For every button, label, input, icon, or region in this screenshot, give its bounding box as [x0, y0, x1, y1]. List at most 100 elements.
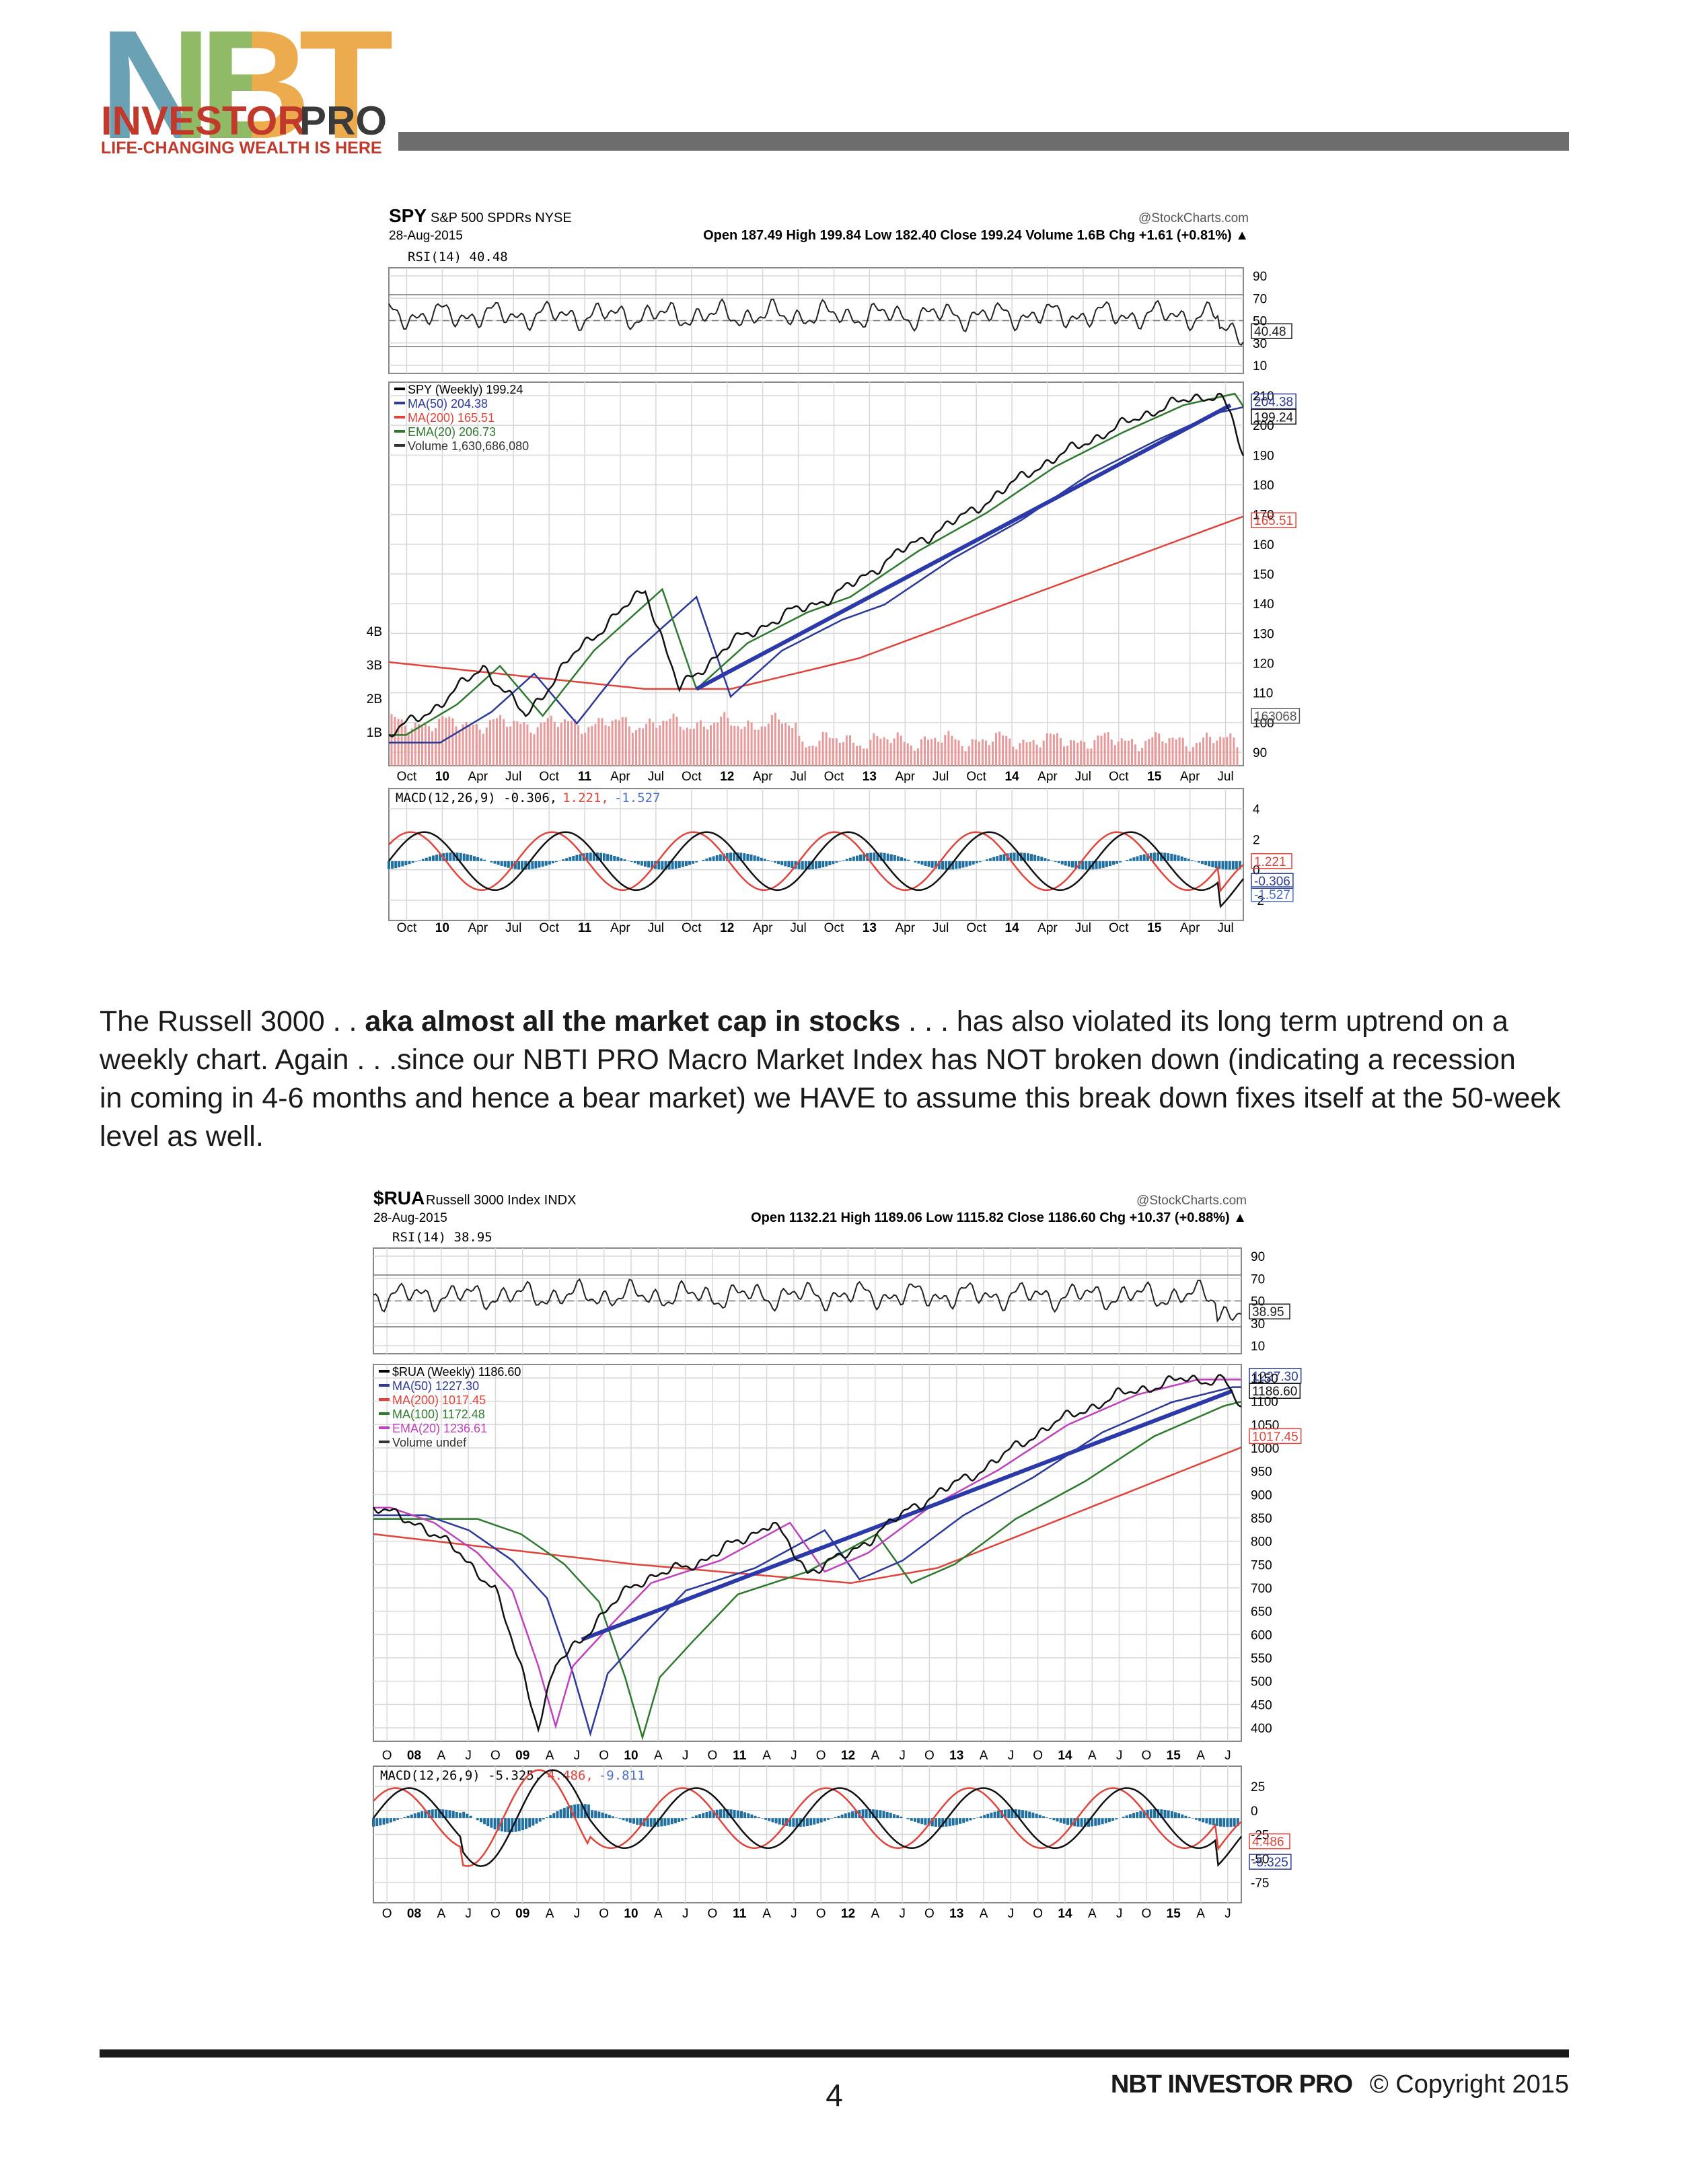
chart-date: 28-Aug-2015: [389, 229, 463, 243]
value-tag-box: [1249, 1303, 1290, 1319]
macd-histogram: [388, 852, 1241, 870]
x-tick-label: J: [1116, 1907, 1123, 1921]
x-tick-label: 09: [515, 1749, 529, 1763]
macd-label: MACD(12,26,9) -5.325, 4.486, -9.811: [380, 1768, 645, 1783]
macd-tick-label: 25: [1251, 1780, 1265, 1794]
x-tick-label: Apr: [895, 770, 916, 784]
value-tag: 40.48: [1254, 325, 1286, 339]
value-tag-box: [1251, 886, 1294, 902]
x-tick-label: O: [708, 1749, 718, 1763]
x-tick-label: 08: [407, 1749, 421, 1763]
chart-source: @StockCharts.com: [1138, 211, 1249, 225]
price-tick-label: 110: [1253, 687, 1273, 701]
ma50-line: [389, 406, 1244, 744]
value-tag-box: [1249, 1833, 1290, 1850]
x-tick-label: 10: [624, 1907, 638, 1921]
volume-tick-label: 3B: [367, 659, 382, 673]
x-tick-label: J: [1008, 1749, 1015, 1763]
price-tick-label: 650: [1251, 1605, 1272, 1619]
volume-tick-label: 2B: [367, 692, 382, 706]
macd-label: MACD(12,26,9) -0.306, 1.221, -1.527: [396, 791, 661, 805]
x-tick-label: 15: [1167, 1907, 1181, 1921]
x-tick-label: 13: [863, 921, 877, 935]
x-tick-label: Jul: [505, 921, 521, 935]
text-run: level as well.: [100, 1120, 264, 1153]
x-tick-label: Oct: [1109, 921, 1129, 935]
ma50-line: [373, 1386, 1241, 1737]
macd-label-part: 1.221,: [562, 791, 609, 805]
x-tick-label: J: [1224, 1907, 1231, 1921]
x-tick-label: Jul: [1217, 921, 1233, 935]
legend-swatch: [394, 430, 405, 433]
x-tick-label: A: [1196, 1749, 1205, 1763]
x-tick-label: J: [1224, 1749, 1231, 1763]
macd-tick-label: -50: [1251, 1852, 1269, 1866]
x-tick-label: Oct: [1109, 770, 1129, 784]
footer-copyright: © Copyright 2015: [1370, 2070, 1569, 2099]
price-tick-label: 1000: [1251, 1442, 1279, 1456]
value-tag: -1.527: [1254, 888, 1290, 902]
price-tick-label: 600: [1251, 1628, 1272, 1642]
price-line: [388, 392, 1245, 737]
chart-source: @StockCharts.com: [1136, 1194, 1247, 1208]
x-tick-label: 12: [841, 1907, 855, 1921]
x-tick-label: 10: [435, 921, 449, 935]
rsi-tick-label: 10: [1251, 1340, 1265, 1354]
value-tag: -0.306: [1254, 875, 1290, 889]
x-tick-label: J: [682, 1907, 689, 1921]
x-tick-label: O: [599, 1907, 609, 1921]
ma100-line: [373, 1400, 1242, 1741]
chart-quote: Open 187.49 High 199.84 Low 182.40 Close…: [703, 228, 1249, 243]
x-tick-label: 13: [949, 1749, 963, 1763]
x-tick-label: 13: [949, 1907, 963, 1921]
value-tag: 1186.60: [1252, 1385, 1297, 1399]
x-tick-label: Jul: [790, 921, 806, 935]
x-tick-label: O: [924, 1907, 935, 1921]
value-tag-box: [1249, 1383, 1301, 1399]
x-tick-label: 15: [1147, 770, 1162, 784]
x-tick-label: O: [599, 1749, 609, 1763]
legend-entry: MA(100) 1172.48: [392, 1408, 485, 1421]
x-tick-label: A: [654, 1749, 663, 1763]
value-tag-box: [1249, 1428, 1302, 1445]
legend-entry: EMA(20) 1236.61: [392, 1422, 487, 1435]
macd-line: [388, 831, 1244, 908]
text-run: . . . has also violated its long term up…: [900, 1005, 1508, 1038]
legend-entry: $RUA (Weekly) 1186.60: [392, 1365, 521, 1379]
legend-entry: MA(200) 165.51: [408, 411, 495, 425]
price-tick-label: 200: [1253, 419, 1274, 433]
price-line: [372, 1374, 1242, 1733]
rsi-tick-label: 50: [1253, 315, 1267, 329]
bold-run: aka almost all the market cap in stocks: [365, 1005, 900, 1038]
price-tick-label: 550: [1251, 1652, 1272, 1666]
value-tag-box: [1251, 408, 1296, 425]
macd-label-part: MACD(12,26,9) -5.325,: [380, 1768, 542, 1783]
price-tick-label: 130: [1253, 627, 1274, 641]
x-tick-label: Apr: [1037, 770, 1058, 784]
price-tick-label: 900: [1251, 1488, 1272, 1502]
x-tick-label: Apr: [895, 921, 916, 935]
x-tick-label: Oct: [966, 921, 986, 935]
rsi-line: [373, 1278, 1242, 1323]
x-tick-label: 10: [624, 1749, 638, 1763]
x-tick-label: Jul: [1075, 770, 1091, 784]
price-tick-label: 500: [1251, 1675, 1272, 1689]
rsi-tick-label: 50: [1251, 1295, 1265, 1309]
x-tick-label: A: [871, 1749, 879, 1763]
ma200-line: [373, 1447, 1242, 1585]
value-tag-box: [1251, 873, 1294, 889]
x-tick-label: Jul: [790, 770, 806, 784]
chart-name: S&P 500 SPDRs NYSE: [431, 211, 572, 225]
rsi-tick-label: 90: [1253, 270, 1267, 284]
price-tick-label: 750: [1251, 1558, 1272, 1572]
x-tick-label: 12: [841, 1749, 855, 1763]
x-tick-label: Jul: [648, 921, 664, 935]
macd-label-part: -9.811: [599, 1768, 645, 1783]
x-tick-label: A: [1088, 1907, 1097, 1921]
macd-signal: [388, 831, 1244, 893]
rsi-label: RSI(14) 38.95: [392, 1230, 492, 1245]
macd-tick-label: -25: [1251, 1829, 1269, 1843]
x-tick-label: Oct: [824, 921, 844, 935]
price-tick-label: 150: [1253, 568, 1274, 582]
